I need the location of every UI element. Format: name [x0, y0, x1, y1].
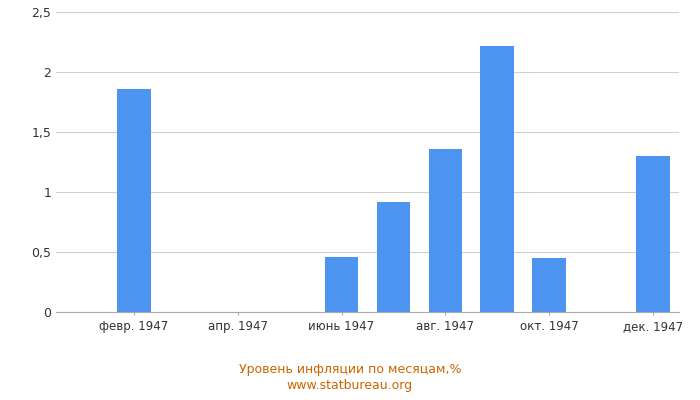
Bar: [117, 89, 150, 312]
Bar: [377, 202, 410, 312]
Bar: [532, 258, 566, 312]
Bar: [480, 46, 514, 312]
Text: www.statbureau.org: www.statbureau.org: [287, 380, 413, 392]
Bar: [325, 257, 358, 312]
Bar: [636, 156, 670, 312]
Bar: [428, 149, 462, 312]
Text: Уровень инфляции по месяцам,%: Уровень инфляции по месяцам,%: [239, 364, 461, 376]
